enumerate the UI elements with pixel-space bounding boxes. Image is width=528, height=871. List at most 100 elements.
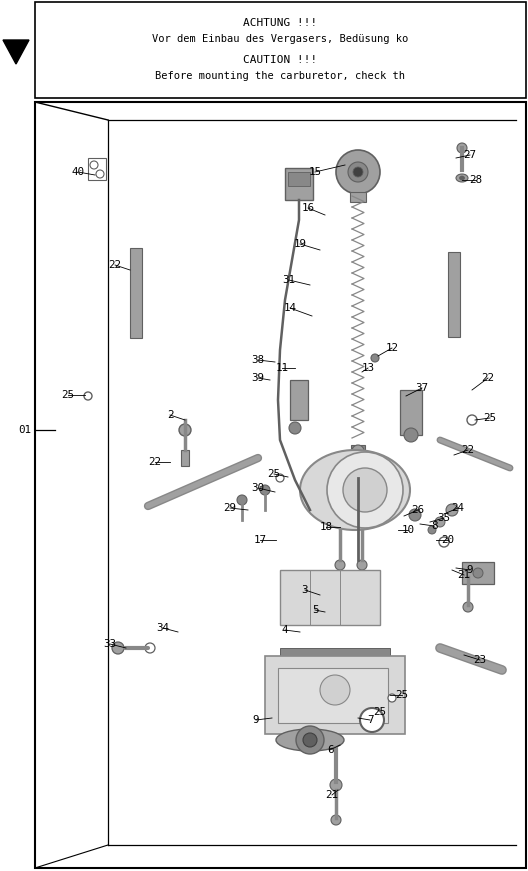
Circle shape <box>179 424 191 436</box>
Circle shape <box>388 694 396 702</box>
Circle shape <box>357 560 367 570</box>
Ellipse shape <box>300 450 410 530</box>
Circle shape <box>352 445 364 457</box>
Bar <box>88 158 106 180</box>
Bar <box>280 570 380 625</box>
Bar <box>285 168 313 200</box>
Text: 3: 3 <box>301 585 308 595</box>
Bar <box>352 460 364 478</box>
Text: 15: 15 <box>308 167 322 177</box>
Text: 28: 28 <box>469 175 483 185</box>
Text: Before mounting the carburetor, check th: Before mounting the carburetor, check th <box>155 71 405 81</box>
Circle shape <box>145 643 155 653</box>
Text: 30: 30 <box>251 483 265 493</box>
Text: 01: 01 <box>18 425 32 435</box>
Text: 25: 25 <box>373 707 386 717</box>
Text: 40: 40 <box>71 167 84 177</box>
Circle shape <box>303 733 317 747</box>
Circle shape <box>336 150 380 194</box>
Bar <box>130 248 142 338</box>
Bar <box>462 562 494 584</box>
Text: 19: 19 <box>294 239 306 249</box>
Circle shape <box>409 509 421 521</box>
Circle shape <box>112 642 124 654</box>
Circle shape <box>457 143 467 153</box>
Text: 29: 29 <box>223 503 237 513</box>
Circle shape <box>463 602 473 612</box>
Circle shape <box>320 675 350 705</box>
Text: 25: 25 <box>268 469 280 479</box>
Text: 39: 39 <box>251 373 265 383</box>
Bar <box>400 390 422 435</box>
Circle shape <box>446 504 458 516</box>
Circle shape <box>473 568 483 578</box>
Text: 38: 38 <box>251 355 265 365</box>
Bar <box>181 450 189 466</box>
Text: 37: 37 <box>416 383 429 393</box>
Circle shape <box>237 495 247 505</box>
Text: 11: 11 <box>276 363 288 373</box>
Text: 22: 22 <box>461 445 475 455</box>
Text: 9: 9 <box>467 565 473 575</box>
Circle shape <box>428 526 436 534</box>
Text: 22: 22 <box>148 457 162 467</box>
Text: 27: 27 <box>464 150 476 160</box>
Polygon shape <box>3 40 29 64</box>
Text: 17: 17 <box>253 535 267 545</box>
Circle shape <box>90 161 98 169</box>
Text: Vor dem Einbau des Vergasers, Bedüsung ko: Vor dem Einbau des Vergasers, Bedüsung k… <box>152 34 408 44</box>
Text: 34: 34 <box>156 623 169 633</box>
Text: 22: 22 <box>482 373 495 383</box>
Bar <box>278 668 388 723</box>
Text: CAUTION !!!: CAUTION !!! <box>243 55 317 65</box>
Circle shape <box>327 452 403 528</box>
Circle shape <box>96 170 104 178</box>
Circle shape <box>467 415 477 425</box>
Bar <box>288 172 310 186</box>
Bar <box>280 648 390 656</box>
Text: 10: 10 <box>401 525 414 535</box>
Circle shape <box>353 167 363 177</box>
Text: 2: 2 <box>167 410 173 420</box>
Circle shape <box>404 428 418 442</box>
Text: 22: 22 <box>108 260 121 270</box>
Circle shape <box>260 485 270 495</box>
Text: ACHTUNG !!!: ACHTUNG !!! <box>243 18 317 28</box>
Text: 25: 25 <box>484 413 496 423</box>
Circle shape <box>289 422 301 434</box>
Bar <box>350 192 366 202</box>
Ellipse shape <box>276 729 344 751</box>
Bar <box>448 252 460 337</box>
Text: 14: 14 <box>284 303 297 313</box>
Ellipse shape <box>456 174 468 182</box>
Bar <box>290 380 308 420</box>
Text: 12: 12 <box>385 343 399 353</box>
Circle shape <box>371 354 379 362</box>
Text: 33: 33 <box>103 639 117 649</box>
Ellipse shape <box>459 176 465 180</box>
Text: 25: 25 <box>395 690 409 700</box>
Circle shape <box>331 815 341 825</box>
Text: 31: 31 <box>282 275 296 285</box>
Text: 35: 35 <box>438 513 450 523</box>
Text: 23: 23 <box>474 655 486 665</box>
Bar <box>265 656 405 734</box>
Text: 20: 20 <box>441 535 455 545</box>
Text: 21: 21 <box>325 790 338 800</box>
Bar <box>351 445 365 457</box>
Text: 18: 18 <box>319 522 333 532</box>
Text: 13: 13 <box>362 363 374 373</box>
Circle shape <box>84 392 92 400</box>
Text: 7: 7 <box>367 715 373 725</box>
Text: 8: 8 <box>431 521 437 531</box>
Circle shape <box>330 779 342 791</box>
Circle shape <box>343 468 387 512</box>
Text: 9: 9 <box>253 715 259 725</box>
Text: 4: 4 <box>282 625 288 635</box>
Circle shape <box>335 560 345 570</box>
Text: 25: 25 <box>61 390 74 400</box>
Text: 21: 21 <box>457 570 470 580</box>
Circle shape <box>296 726 324 754</box>
Circle shape <box>435 517 445 527</box>
Text: 24: 24 <box>451 503 465 513</box>
